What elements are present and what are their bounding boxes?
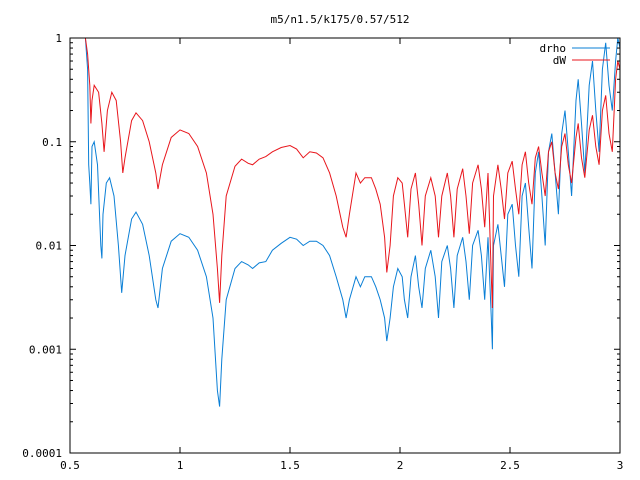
x-tick-label: 2.5: [500, 459, 520, 472]
x-tick-label: 1: [177, 459, 184, 472]
x-tick-label: 2: [397, 459, 404, 472]
y-tick-label: 0.1: [42, 136, 62, 149]
y-axis: 1 0.1 0.01 0.001 0.0001: [22, 32, 620, 460]
legend-label-drho: drho: [540, 42, 567, 55]
y-tick-label: 1: [55, 32, 62, 45]
x-tick-label: 1.5: [280, 459, 300, 472]
chart-title: m5/n1.5/k175/0.57/512: [270, 13, 409, 26]
plot-area: 0.5 1 1.5 2 2.5 3 1 0.1 0.01 0.001 0.0001: [22, 32, 623, 472]
y-tick-label: 0.001: [29, 343, 62, 356]
x-tick-label: 0.5: [60, 459, 80, 472]
y-tick-label: 0.01: [36, 240, 63, 253]
series-line-dW: [84, 38, 620, 308]
legend-label-dW: dW: [553, 54, 567, 67]
y-tick-label: 0.0001: [22, 447, 62, 460]
x-tick-label: 3: [617, 459, 624, 472]
series-line-drho: [84, 38, 620, 407]
series-layer: [84, 38, 620, 407]
